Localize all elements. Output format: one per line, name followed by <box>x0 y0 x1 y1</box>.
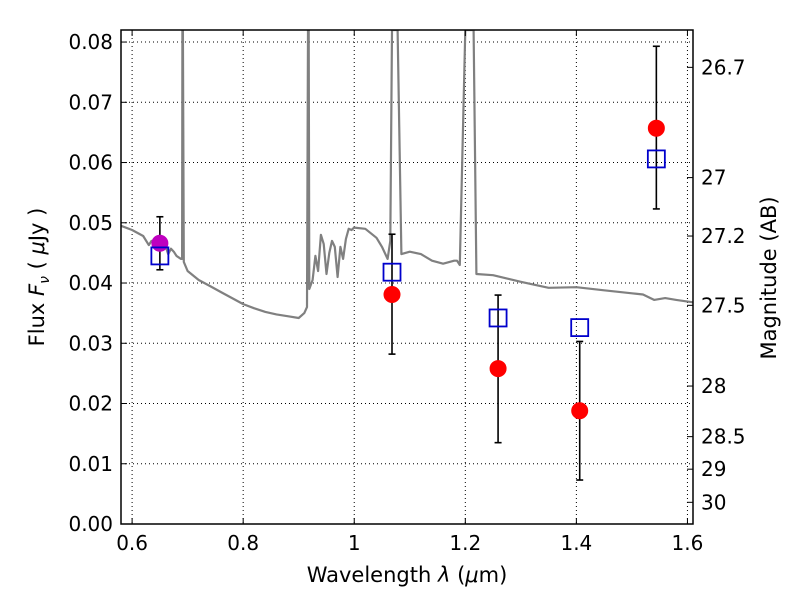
y2-tick-label: 29 <box>701 457 726 481</box>
axes-frame <box>120 29 694 525</box>
model-spectrum-line <box>121 30 693 320</box>
model-point-square <box>570 318 590 338</box>
y-tick-label: 0.08 <box>68 30 113 54</box>
x-tick-label: 0.8 <box>227 531 259 555</box>
y2-tick-label: 26.7 <box>701 55 746 79</box>
y-axis-label: Flux Fν ( μJy ) <box>25 208 53 347</box>
y-axis-ticks: 0.00 0.01 0.02 0.03 0.04 0.05 0.06 0.07 0.08 <box>68 30 127 536</box>
x-tick-label: 1.2 <box>449 531 481 555</box>
y-tick-label: 0.06 <box>68 151 113 175</box>
model-point-square <box>488 308 508 328</box>
y-tick-label: 0.07 <box>68 90 113 114</box>
y2-tick-label: 28 <box>701 374 726 398</box>
y2-tick-label: 27.5 <box>701 293 746 317</box>
y-tick-label: 0.00 <box>68 512 113 536</box>
y-tick-label: 0.04 <box>68 271 113 295</box>
y2-tick-label: 28.5 <box>701 425 746 449</box>
x-axis-ticks: 0.6 0.8 1 1.2 1.4 1.6 <box>116 30 703 555</box>
x-tick-label: 1.6 <box>672 531 704 555</box>
y2-tick-label: 30 <box>701 490 726 514</box>
y2-tick-label: 27 <box>701 166 726 190</box>
data-point-circle <box>151 234 169 252</box>
data-point-circle <box>489 360 507 378</box>
plot-area <box>121 30 693 481</box>
x-tick-label: 0.6 <box>116 531 148 555</box>
x-tick-label: 1.4 <box>560 531 592 555</box>
y-tick-label: 0.03 <box>68 331 113 355</box>
y-tick-label: 0.05 <box>68 211 113 235</box>
model-point-square <box>382 262 402 282</box>
model-point-square <box>646 149 666 169</box>
model-point-square <box>150 246 170 266</box>
data-point-circle <box>571 402 589 420</box>
x-axis-label: Wavelength λ (μm) <box>307 563 508 587</box>
data-point-circle <box>647 119 665 137</box>
x-tick-label: 1 <box>348 531 361 555</box>
y-tick-label: 0.01 <box>68 452 113 476</box>
data-point-circle <box>383 285 401 303</box>
y2-axis-ticks: 26.7 27 27.2 27.5 28 28.5 29 30 <box>687 55 746 514</box>
grid-lines <box>121 30 693 524</box>
y-tick-label: 0.02 <box>68 392 113 416</box>
y2-tick-label: 27.2 <box>701 224 746 248</box>
y2-axis-label: Magnitude (AB) <box>757 196 781 359</box>
